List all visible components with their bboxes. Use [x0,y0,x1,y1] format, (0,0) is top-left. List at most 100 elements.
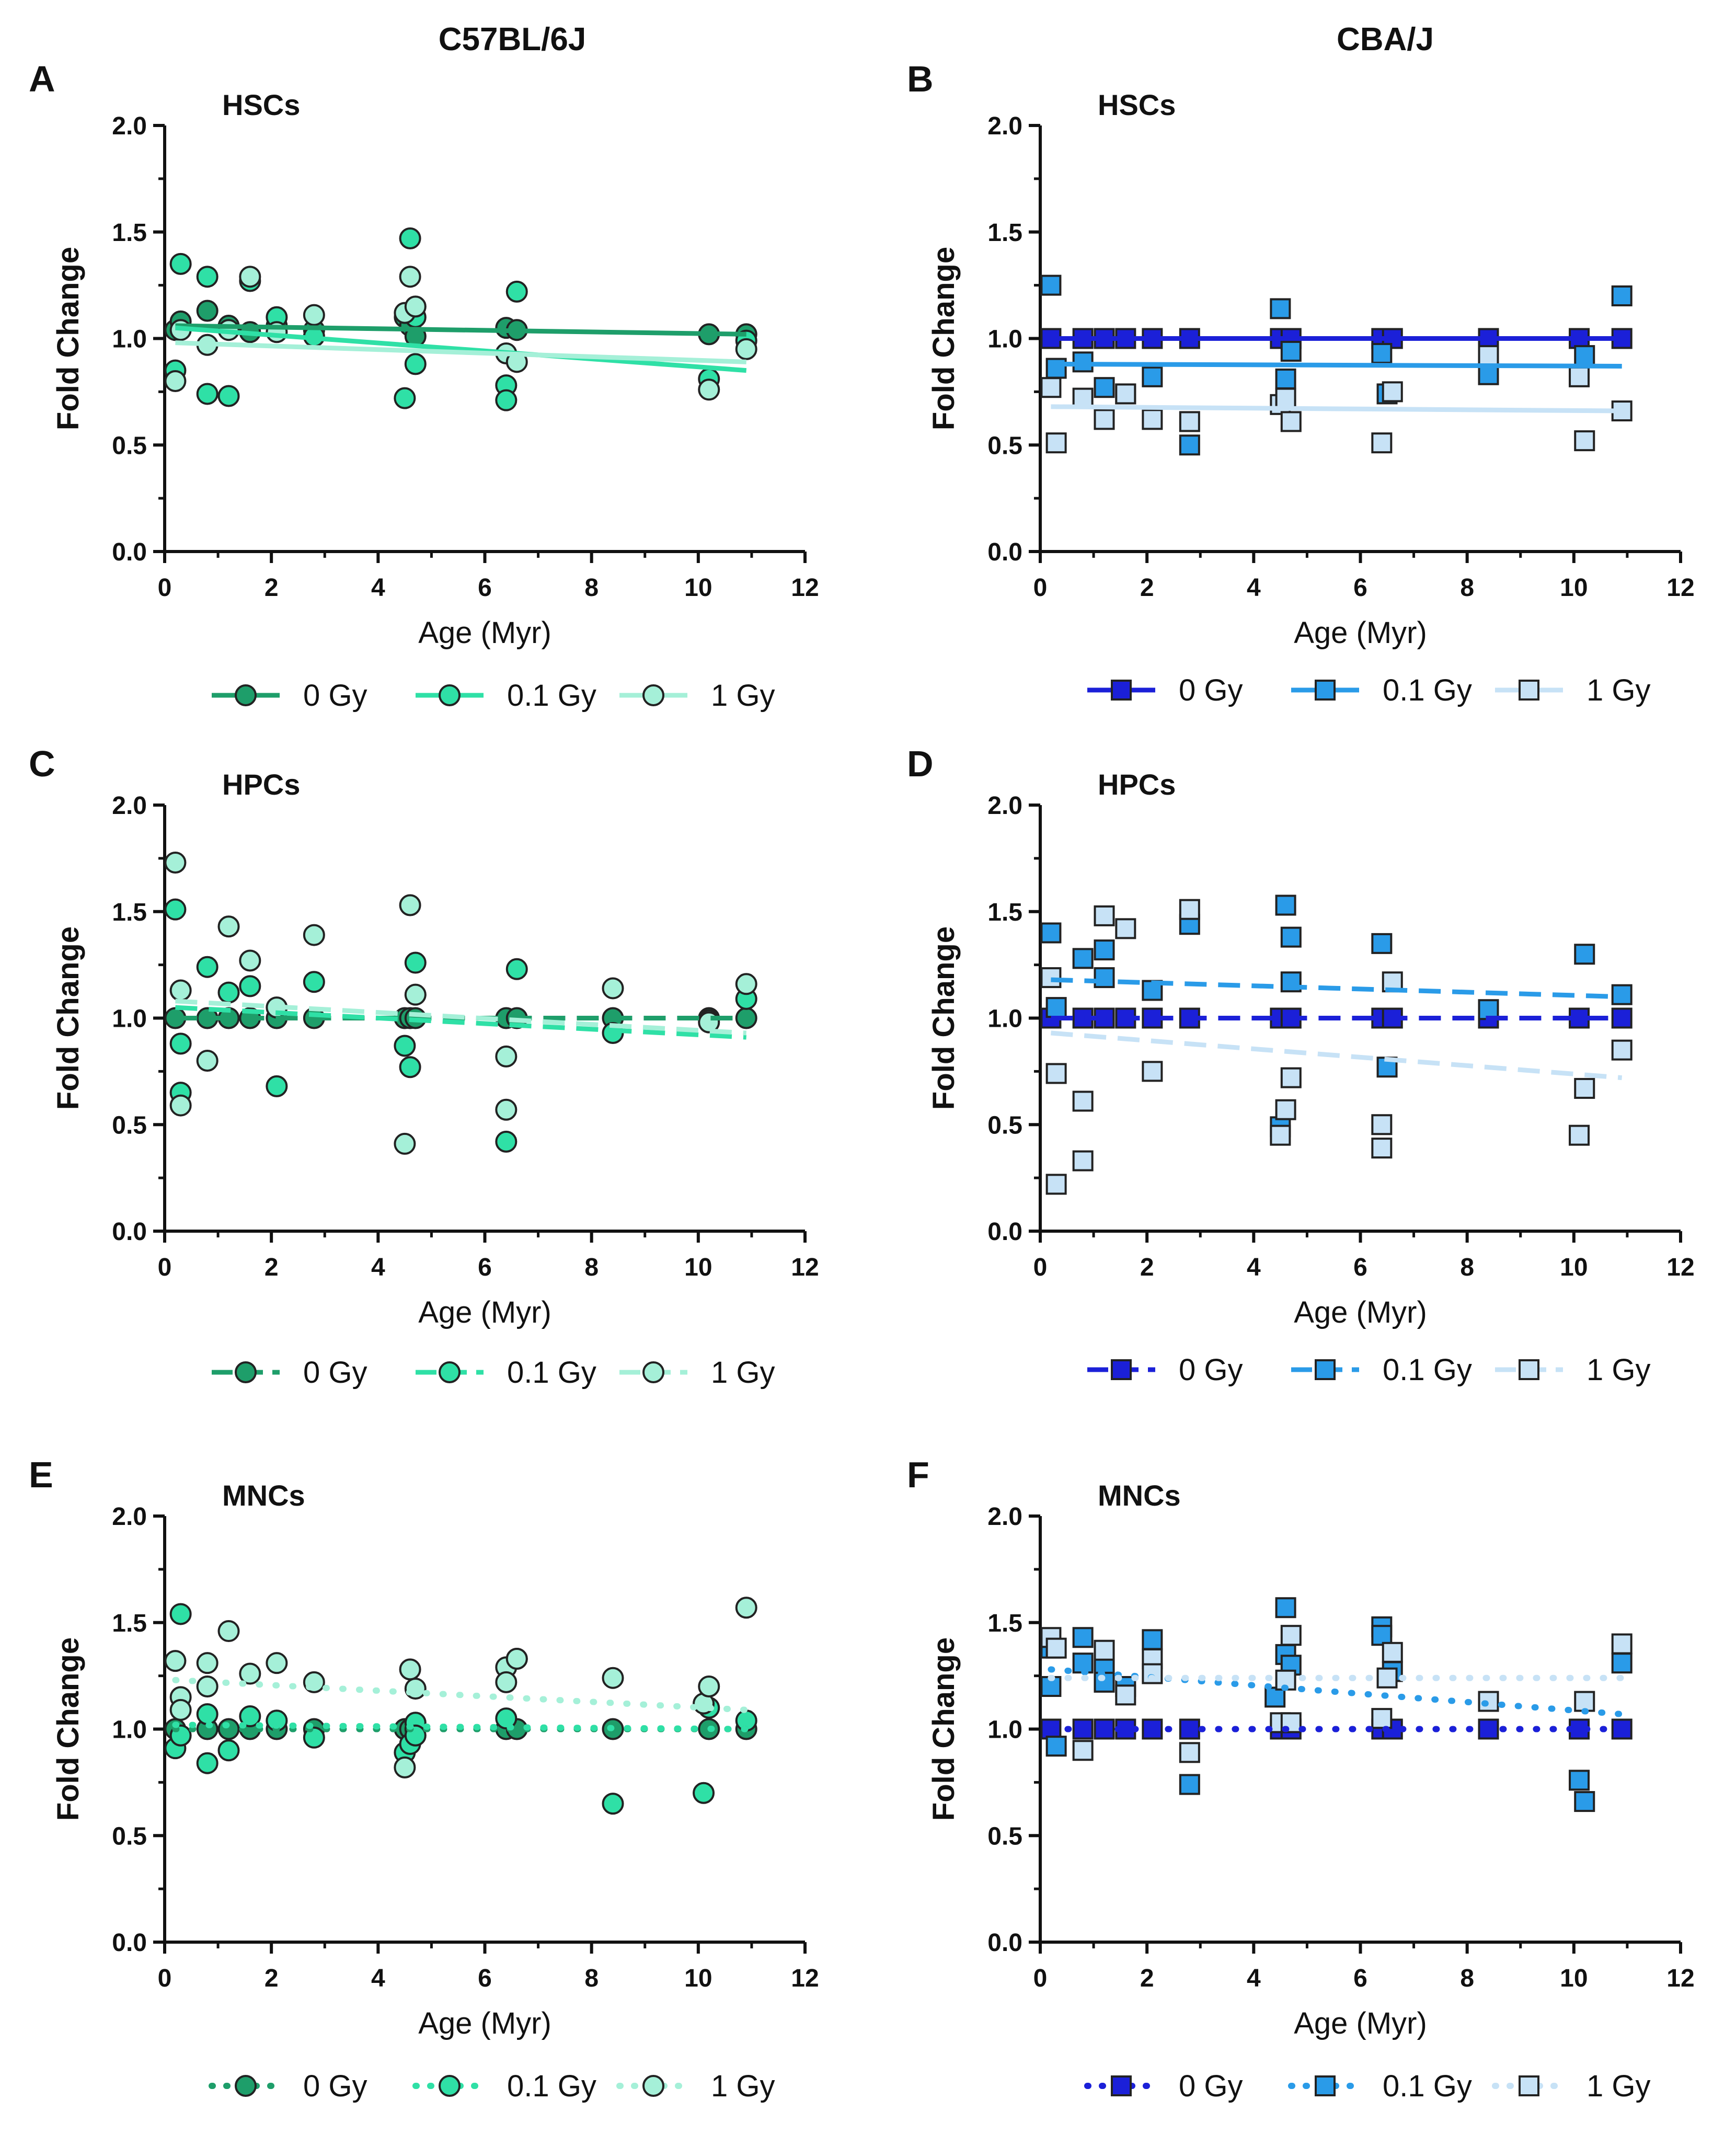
panel-letter: D [907,743,934,784]
legend-label-1-gy: 1 Gy [711,679,775,713]
x-tick-label: 12 [1666,1965,1694,1992]
point-0-1-gy [1569,1770,1590,1791]
x-tick-label: 6 [478,1965,492,1992]
panel-title: HSCs [1098,88,1176,121]
legend-label-0-1-gy: 0.1 Gy [507,679,596,713]
panel-letter: C [29,743,55,784]
x-tick-label: 8 [1460,574,1474,602]
fit-line-0-1-gy [1048,1666,1625,1717]
point-0-1-gy [1478,364,1499,385]
point-1-gy [1478,1691,1499,1712]
fit-line-1-gy [1051,404,1622,414]
legend-label-0-gy: 0 Gy [1179,2069,1243,2103]
point-1-gy [1371,1114,1393,1135]
point-0-1-gy [1142,366,1163,387]
x-tick-label: 8 [584,1254,599,1281]
point-1-gy [1569,1124,1590,1146]
point-1-gy [404,1678,427,1700]
x-tick-label: 2 [265,1254,279,1281]
point-0-1-gy [1280,926,1302,948]
panel-title: MNCs [222,1479,305,1512]
point-0-1-gy [1094,377,1115,398]
point-0-1-gy [303,971,325,993]
x-tick-label: 12 [1666,574,1694,602]
point-1-gy [1611,1633,1632,1655]
point-1-gy [1280,411,1302,432]
legend-marker-0-1-gy [1315,1359,1336,1380]
legend-marker-0-1-gy [439,684,461,706]
x-tick-label: 4 [371,1965,385,1992]
point-1-gy [164,1650,187,1672]
x-tick-label: 12 [1666,1254,1694,1281]
x-tick-label: 8 [1460,1254,1474,1281]
fit-line-1-gy [175,340,746,364]
x-axis-label: Age (Myr) [1294,1295,1427,1329]
point-0-1-gy [1574,345,1595,366]
point-0-1-gy [1264,1686,1286,1708]
point-1-gy [1045,1637,1067,1659]
x-axis-label: Age (Myr) [1294,2006,1427,2040]
point-1-gy [1611,1039,1632,1061]
point-1-gy [164,370,187,392]
y-tick-label: 2.0 [112,112,147,140]
panel-letter: E [29,1454,53,1495]
point-1-gy [1574,1691,1595,1712]
point-1-gy [164,852,187,874]
x-tick-label: 6 [478,574,492,602]
point-0-1-gy [217,385,240,407]
y-axis-label: Fold Change [51,926,85,1110]
point-0-1-gy [1094,939,1115,961]
point-1-gy [239,1662,261,1685]
y-tick-label: 1.0 [987,1716,1022,1744]
point-0-1-gy [1611,285,1632,306]
point-1-gy [217,1620,240,1643]
x-tick-label: 8 [1460,1965,1474,1992]
point-1-gy [1382,381,1403,403]
point-1-gy [735,973,757,995]
legend-marker-0-gy [235,1361,257,1383]
x-tick-label: 10 [684,1965,712,1992]
x-tick-label: 10 [1560,574,1588,602]
x-tick-label: 2 [265,1965,279,1992]
point-0-1-gy [1574,944,1595,965]
fit-line-0-1-gy [172,1722,750,1732]
point-0-1-gy [1072,948,1094,969]
y-axis-label: Fold Change [927,1637,961,1821]
x-tick-label: 6 [478,1254,492,1281]
point-0-1-gy [1072,1627,1094,1648]
legend-label-0-1-gy: 0.1 Gy [1383,673,1472,707]
point-1-gy [495,1671,518,1693]
point-1-gy [1040,377,1062,398]
x-tick-label: 6 [1353,1254,1367,1281]
point-1-gy [1371,432,1393,454]
y-tick-label: 1.5 [987,1610,1022,1637]
point-0-1-gy [169,1032,192,1055]
point-1-gy [1569,366,1590,387]
panel-title: HPCs [222,768,300,801]
point-1-gy [1072,1150,1094,1172]
legend-label-1-gy: 1 Gy [1586,2069,1651,2103]
point-1-gy [1574,1077,1595,1099]
strain-title-cbaj: CBA/J [1336,21,1434,58]
point-0-1-gy [693,1782,715,1804]
point-0-gy [1040,328,1062,349]
point-0-1-gy [196,1703,219,1725]
y-axis-label: Fold Change [51,247,85,430]
y-tick-label: 1.5 [112,1610,147,1637]
y-tick-label: 1.0 [112,1716,147,1744]
point-0-1-gy [1094,967,1115,989]
point-1-gy [239,949,261,972]
fit-line-0-1-gy [1051,977,1622,1000]
x-axis-label: Age (Myr) [418,1295,551,1329]
y-tick-label: 1.5 [112,899,147,926]
y-axis-label: Fold Change [927,247,961,430]
point-1-gy [1371,1138,1393,1159]
point-1-gy [1072,1740,1094,1761]
x-tick-label: 0 [1033,574,1048,602]
x-tick-label: 0 [158,1965,172,1992]
point-1-gy [1179,411,1200,432]
legend-label-0-1-gy: 0.1 Gy [1383,2069,1472,2103]
point-0-1-gy [1280,340,1302,362]
point-1-gy [399,266,421,288]
point-1-gy [1094,1639,1115,1661]
